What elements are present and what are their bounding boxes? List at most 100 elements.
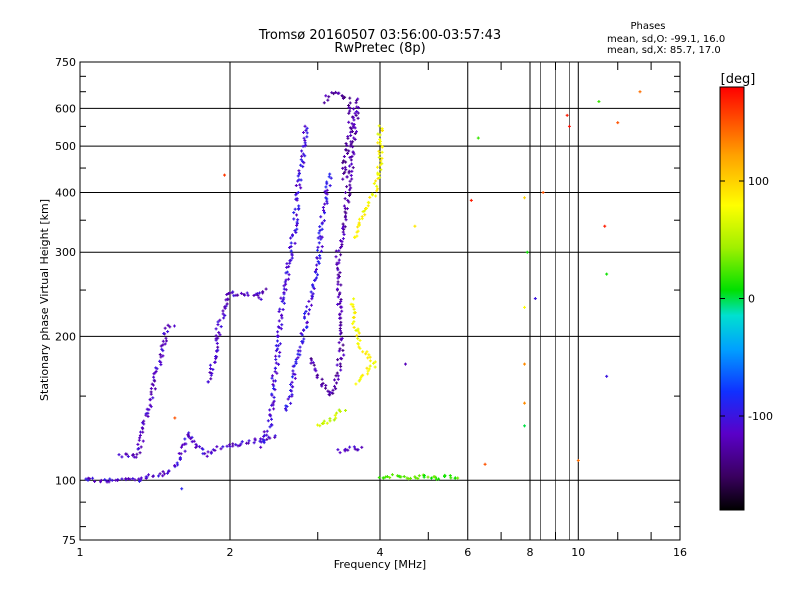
data-point <box>336 358 340 362</box>
data-point <box>320 377 324 381</box>
data-point <box>429 476 433 480</box>
data-point <box>351 166 355 170</box>
data-point <box>523 424 527 428</box>
data-point <box>338 347 342 351</box>
data-point <box>345 151 349 155</box>
data-point <box>336 276 340 280</box>
data-point <box>221 445 225 449</box>
data-point <box>300 149 304 153</box>
data-point <box>175 461 179 465</box>
data-point <box>341 161 345 165</box>
data-point <box>345 185 349 189</box>
data-point <box>350 122 354 126</box>
data-point <box>378 175 382 179</box>
data-point <box>120 477 124 481</box>
y-axis-label: Stationary phase Virtual Height [km] <box>38 199 51 401</box>
data-point <box>153 387 157 391</box>
data-point <box>108 477 112 481</box>
data-point <box>303 144 307 148</box>
data-point <box>320 235 324 239</box>
data-point <box>135 452 139 456</box>
data-point <box>337 249 341 253</box>
data-point <box>343 197 347 201</box>
data-point <box>158 472 162 476</box>
grid-lines <box>80 62 680 540</box>
data-point <box>352 445 356 449</box>
data-point <box>335 287 339 291</box>
data-point <box>333 384 337 388</box>
data-point <box>148 398 152 402</box>
data-point <box>131 453 135 457</box>
data-point <box>128 477 132 481</box>
data-point <box>331 391 335 395</box>
data-point <box>173 463 177 467</box>
data-point <box>305 131 309 135</box>
data-point <box>284 408 288 412</box>
data-point <box>341 230 345 234</box>
data-point <box>356 97 360 101</box>
data-points <box>84 90 642 491</box>
data-point <box>290 385 294 389</box>
data-point <box>180 443 184 447</box>
data-point <box>320 221 324 225</box>
data-point <box>378 142 382 146</box>
data-point <box>356 116 360 120</box>
data-point <box>161 339 165 343</box>
data-point <box>336 374 340 378</box>
phase-info-o: mean, sd,O: -99.1, 16.0 <box>607 34 725 45</box>
data-point <box>363 213 367 217</box>
data-point <box>294 357 298 361</box>
data-point <box>345 207 349 211</box>
data-point <box>352 320 356 324</box>
data-point <box>373 365 377 369</box>
data-point <box>380 150 384 154</box>
phase-info-title: Phases <box>630 21 665 32</box>
data-point <box>137 477 141 481</box>
data-point <box>328 393 332 397</box>
data-point <box>616 121 620 125</box>
data-point <box>345 143 349 147</box>
data-point <box>317 231 321 235</box>
data-point <box>284 404 288 408</box>
data-point <box>355 334 359 338</box>
data-point <box>357 345 361 349</box>
data-point <box>352 107 356 111</box>
data-point <box>291 369 295 373</box>
data-point <box>283 280 287 284</box>
data-point <box>298 353 302 357</box>
data-point <box>352 307 356 311</box>
data-point <box>352 136 356 140</box>
data-point <box>313 367 317 371</box>
data-point <box>311 292 315 296</box>
data-point <box>349 186 353 190</box>
data-point <box>166 330 170 334</box>
data-point <box>567 124 571 128</box>
data-point <box>359 376 363 380</box>
data-point <box>292 364 296 368</box>
data-point <box>303 312 307 316</box>
data-point <box>293 376 297 380</box>
data-point <box>377 149 381 153</box>
data-point <box>344 168 348 172</box>
data-point <box>305 305 309 309</box>
data-point <box>399 475 403 479</box>
data-point <box>240 440 244 444</box>
data-point <box>161 470 165 474</box>
data-point <box>322 219 326 223</box>
data-point <box>268 408 272 412</box>
data-point <box>172 324 176 328</box>
data-point <box>138 436 142 440</box>
data-point <box>146 414 150 418</box>
data-point <box>242 292 246 296</box>
data-point <box>133 478 137 482</box>
data-point <box>348 188 352 192</box>
data-point <box>273 379 277 383</box>
data-point <box>314 369 318 373</box>
data-point <box>347 120 351 124</box>
data-point <box>323 189 327 193</box>
data-point <box>322 419 326 423</box>
data-point <box>355 130 359 134</box>
data-point <box>376 171 380 175</box>
data-point <box>374 194 378 198</box>
y-tick-label: 600 <box>55 102 76 115</box>
